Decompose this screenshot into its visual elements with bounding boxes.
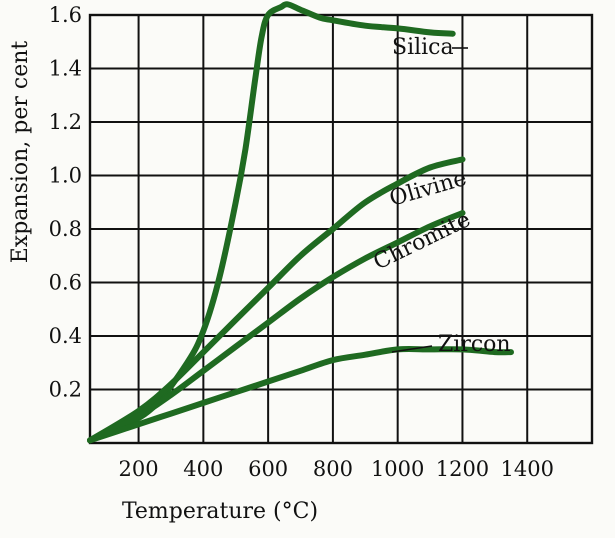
x-tick-label: 1400 xyxy=(500,457,553,481)
series-label-leader xyxy=(391,345,433,353)
x-tick-label: 800 xyxy=(313,457,353,481)
y-tick-label: 1.2 xyxy=(49,110,82,134)
y-tick-label: 1.0 xyxy=(49,164,82,188)
y-tick-label: 0.4 xyxy=(49,324,82,348)
y-axis-title: Expansion, per cent xyxy=(8,41,33,264)
series-line-zircon xyxy=(87,346,514,444)
x-tick-label: 600 xyxy=(248,457,288,481)
series-lines xyxy=(87,1,514,444)
series-label-zircon: Zircon xyxy=(438,332,511,357)
series-line-chromite xyxy=(87,210,466,444)
series-label-chromite: Chromite xyxy=(370,207,475,275)
y-tick-label: 1.6 xyxy=(49,3,82,27)
x-tick-label: 1000 xyxy=(371,457,424,481)
x-tick-label: 1200 xyxy=(436,457,489,481)
y-tick-label: 0.8 xyxy=(49,217,82,241)
x-tick-label: 200 xyxy=(119,457,159,481)
series-label-olivine: Olivine xyxy=(387,166,470,212)
x-tick-label: 400 xyxy=(183,457,223,481)
grid-lines xyxy=(90,14,592,443)
series-line-olivine xyxy=(87,156,466,444)
plot-frame xyxy=(88,13,594,445)
y-tick-label: 0.6 xyxy=(49,271,82,295)
series-line-silica xyxy=(87,1,456,444)
y-tick-label: 1.4 xyxy=(49,57,82,81)
y-tick-label: 0.2 xyxy=(49,378,82,402)
x-tick-labels: 200 400 600 800 1000 1200 1400 xyxy=(119,457,554,481)
x-axis-title: Temperature (°C) xyxy=(122,499,318,524)
series-label-silica: Silica xyxy=(392,35,454,60)
y-tick-labels: 0.2 0.4 0.6 0.8 1.0 1.2 1.4 1.6 xyxy=(49,3,82,402)
